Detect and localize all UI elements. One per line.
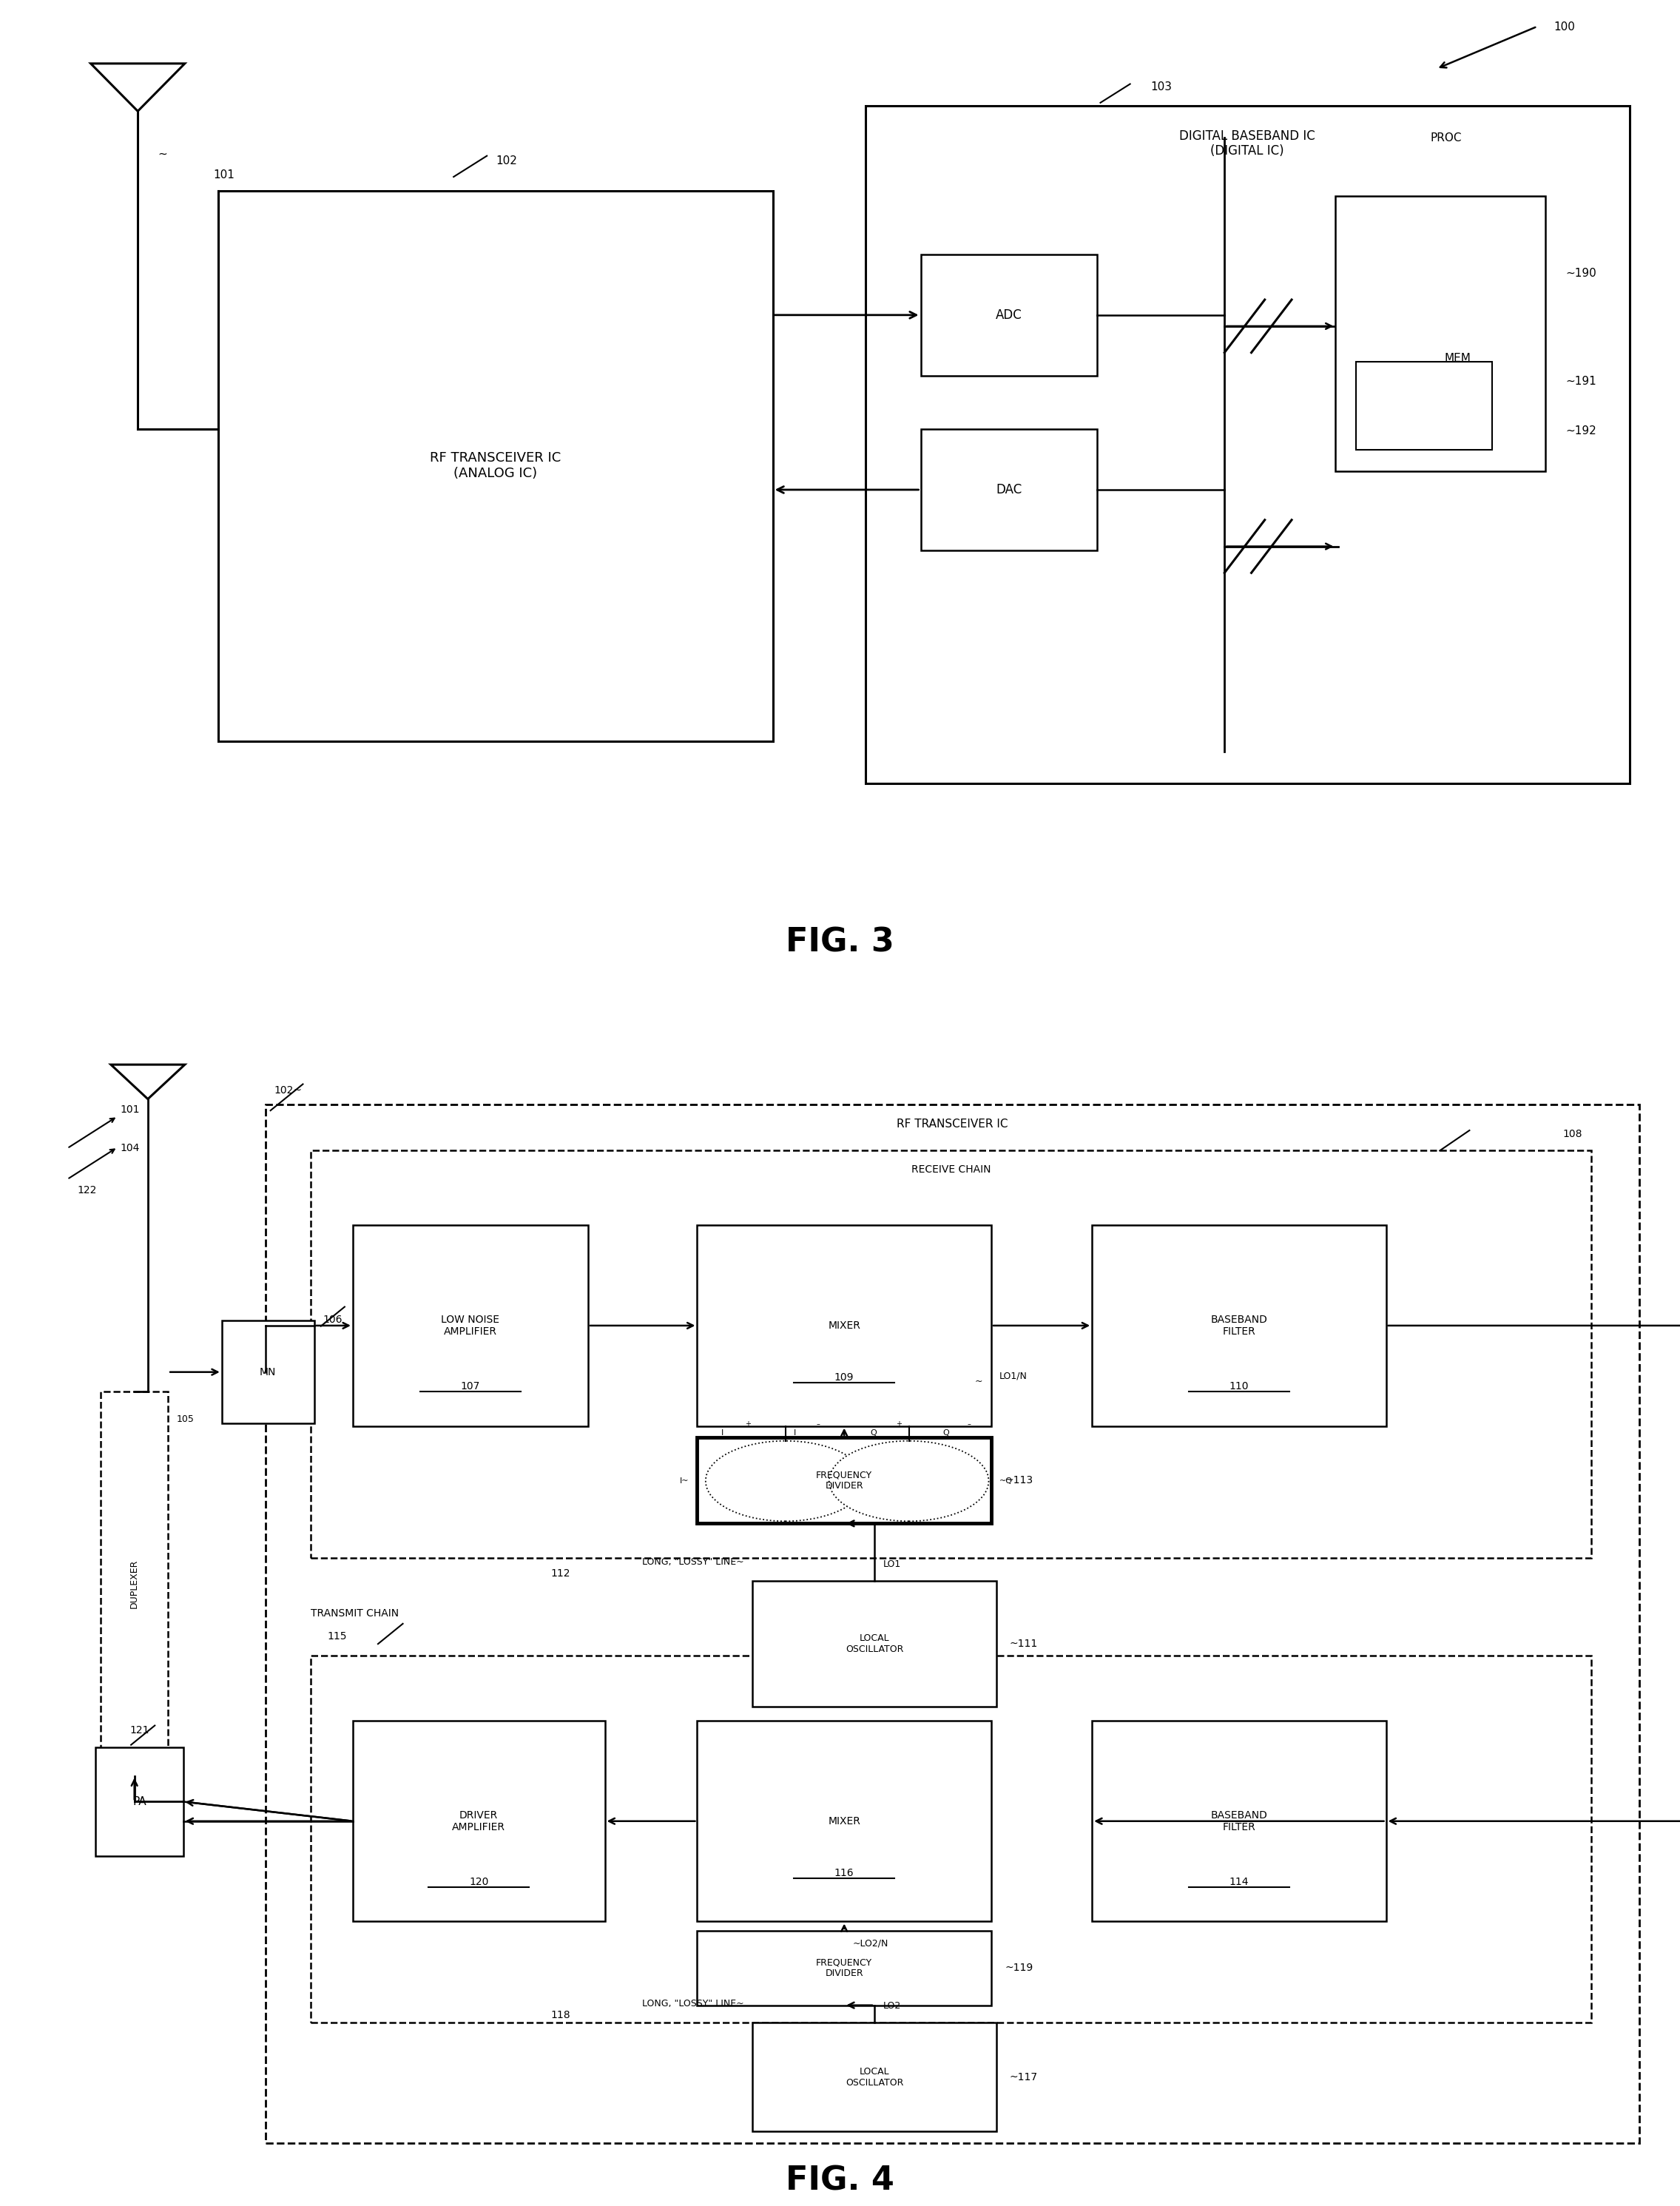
Text: DIGITAL BASEBAND IC
(DIGITAL IC): DIGITAL BASEBAND IC (DIGITAL IC) xyxy=(1179,130,1315,159)
FancyBboxPatch shape xyxy=(865,106,1630,783)
FancyBboxPatch shape xyxy=(697,1224,991,1425)
Text: +: + xyxy=(744,1421,751,1427)
Text: 116: 116 xyxy=(835,1868,853,1877)
Text: –: – xyxy=(968,1421,971,1427)
FancyBboxPatch shape xyxy=(1092,1224,1386,1425)
Text: FREQUENCY
DIVIDER: FREQUENCY DIVIDER xyxy=(816,1957,872,1979)
Text: I: I xyxy=(721,1429,724,1436)
Text: 109: 109 xyxy=(835,1372,853,1383)
Text: ~111: ~111 xyxy=(1010,1639,1038,1650)
Text: MN: MN xyxy=(260,1368,276,1377)
Text: ~117: ~117 xyxy=(1010,2071,1038,2082)
Text: 120: 120 xyxy=(469,1877,489,1886)
Text: ~: ~ xyxy=(974,1377,983,1388)
Text: 110: 110 xyxy=(1230,1381,1248,1392)
Text: RF TRANSCEIVER IC
(ANALOG IC): RF TRANSCEIVER IC (ANALOG IC) xyxy=(430,452,561,481)
Text: LONG, "LOSSY" LINE~: LONG, "LOSSY" LINE~ xyxy=(642,1999,744,2010)
Ellipse shape xyxy=(706,1441,865,1522)
FancyBboxPatch shape xyxy=(1092,1721,1386,1921)
FancyBboxPatch shape xyxy=(1336,196,1546,472)
Text: DUPLEXER: DUPLEXER xyxy=(129,1560,139,1608)
FancyBboxPatch shape xyxy=(697,1438,991,1524)
Text: ~192: ~192 xyxy=(1566,426,1596,437)
Text: 122: 122 xyxy=(77,1185,97,1196)
Text: 118: 118 xyxy=(551,2010,571,2021)
Text: RECEIVE CHAIN: RECEIVE CHAIN xyxy=(911,1165,991,1176)
Text: I: I xyxy=(793,1429,796,1436)
Text: +: + xyxy=(895,1421,902,1427)
Text: LO1: LO1 xyxy=(884,1560,900,1568)
Text: FIG. 4: FIG. 4 xyxy=(786,2164,894,2197)
Text: 100: 100 xyxy=(1554,22,1576,33)
FancyBboxPatch shape xyxy=(697,1930,991,2005)
Text: MEM: MEM xyxy=(1445,353,1470,364)
FancyBboxPatch shape xyxy=(753,1582,996,1707)
Text: 108: 108 xyxy=(1562,1129,1583,1138)
Text: LOCAL
OSCILLATOR: LOCAL OSCILLATOR xyxy=(845,2067,904,2087)
Text: FIG. 3: FIG. 3 xyxy=(786,927,894,957)
FancyBboxPatch shape xyxy=(353,1224,588,1425)
Text: 106: 106 xyxy=(323,1315,343,1326)
Text: ~191: ~191 xyxy=(1566,375,1596,386)
Text: FREQUENCY
DIVIDER: FREQUENCY DIVIDER xyxy=(816,1469,872,1491)
FancyBboxPatch shape xyxy=(353,1721,605,1921)
Text: 101: 101 xyxy=(213,170,235,181)
FancyBboxPatch shape xyxy=(311,1152,1591,1557)
FancyBboxPatch shape xyxy=(218,190,773,741)
Text: ~113: ~113 xyxy=(1005,1476,1033,1485)
Text: BASEBAND
FILTER: BASEBAND FILTER xyxy=(1211,1315,1267,1337)
Text: TRANSMIT CHAIN: TRANSMIT CHAIN xyxy=(311,1608,398,1619)
Text: 102: 102 xyxy=(496,154,517,165)
Text: LO2: LO2 xyxy=(884,2001,900,2012)
Text: LOW NOISE
AMPLIFIER: LOW NOISE AMPLIFIER xyxy=(442,1315,499,1337)
Text: PA: PA xyxy=(133,1796,146,1807)
Text: DAC: DAC xyxy=(996,483,1021,496)
Text: ADC: ADC xyxy=(996,309,1021,322)
Text: LO1/N: LO1/N xyxy=(1000,1370,1028,1381)
Text: ~119: ~119 xyxy=(1005,1963,1033,1972)
FancyBboxPatch shape xyxy=(96,1747,183,1855)
FancyBboxPatch shape xyxy=(697,1721,991,1921)
Text: 115: 115 xyxy=(328,1630,348,1641)
FancyBboxPatch shape xyxy=(311,1654,1591,2023)
Text: ~Q: ~Q xyxy=(1000,1478,1013,1485)
FancyBboxPatch shape xyxy=(1356,362,1492,450)
Text: 101: 101 xyxy=(119,1105,139,1114)
Text: 102~: 102~ xyxy=(274,1085,302,1096)
Text: Q: Q xyxy=(870,1429,877,1436)
Text: MIXER: MIXER xyxy=(828,1321,860,1330)
Text: Q: Q xyxy=(942,1429,949,1436)
Text: 107: 107 xyxy=(460,1381,480,1392)
Text: ~190: ~190 xyxy=(1566,267,1596,278)
Text: 105: 105 xyxy=(176,1414,195,1425)
Text: ~: ~ xyxy=(158,148,168,159)
Text: 114: 114 xyxy=(1230,1877,1248,1886)
Text: RF TRANSCEIVER IC: RF TRANSCEIVER IC xyxy=(897,1118,1008,1129)
FancyBboxPatch shape xyxy=(753,2023,996,2131)
Ellipse shape xyxy=(828,1441,988,1522)
Text: 104: 104 xyxy=(119,1143,139,1154)
FancyBboxPatch shape xyxy=(101,1392,168,1776)
Text: LOCAL
OSCILLATOR: LOCAL OSCILLATOR xyxy=(845,1635,904,1654)
Text: MIXER: MIXER xyxy=(828,1816,860,1827)
FancyBboxPatch shape xyxy=(921,254,1097,375)
Text: BASEBAND
FILTER: BASEBAND FILTER xyxy=(1211,1809,1267,1833)
Text: ~LO2/N: ~LO2/N xyxy=(852,1939,889,1948)
FancyBboxPatch shape xyxy=(222,1321,314,1423)
Text: DRIVER
AMPLIFIER: DRIVER AMPLIFIER xyxy=(452,1809,506,1833)
Text: 121: 121 xyxy=(129,1725,150,1736)
Text: LONG, "LOSSY" LINE~: LONG, "LOSSY" LINE~ xyxy=(642,1557,744,1566)
Text: 103: 103 xyxy=(1151,82,1173,93)
FancyBboxPatch shape xyxy=(265,1105,1640,2142)
Text: –: – xyxy=(816,1421,820,1427)
Text: PROC: PROC xyxy=(1430,132,1462,143)
Text: 112: 112 xyxy=(551,1568,571,1579)
FancyBboxPatch shape xyxy=(921,428,1097,552)
Text: I~: I~ xyxy=(679,1478,689,1485)
